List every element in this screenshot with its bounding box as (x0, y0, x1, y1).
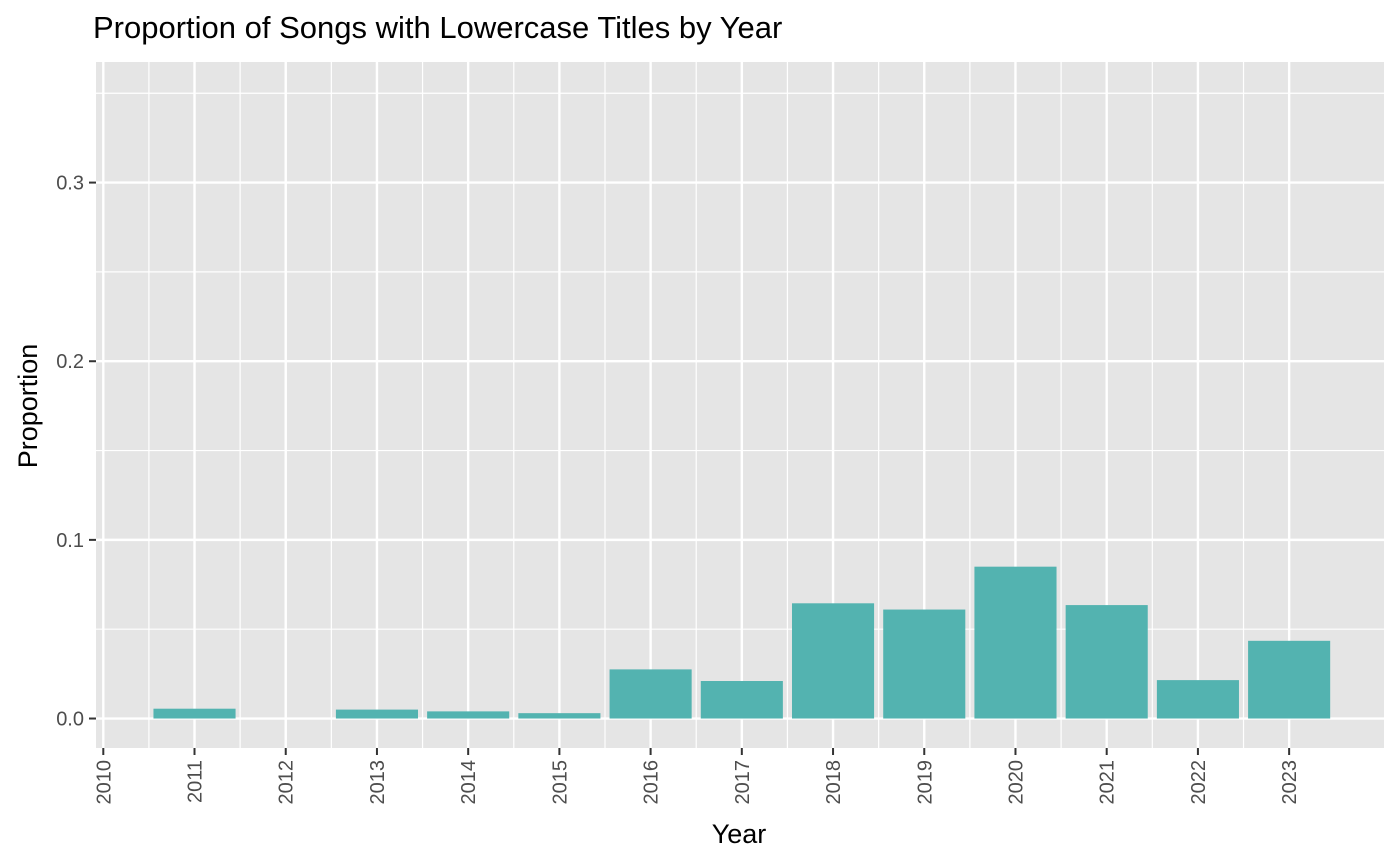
x-tick-label: 2013 (367, 760, 389, 805)
bar-2011 (153, 708, 236, 719)
y-tick-label: 0.0 (56, 709, 84, 731)
bar-2016 (609, 669, 692, 719)
x-tick-label: 2016 (641, 760, 663, 805)
x-tick-label: 2021 (1097, 760, 1119, 805)
x-tick-label: 2017 (732, 760, 754, 805)
x-axis-title: Year (712, 819, 767, 849)
bar-2022 (1156, 680, 1239, 719)
bar-2018 (791, 603, 875, 719)
x-tick-label: 2020 (1005, 760, 1027, 805)
bar-2023 (1248, 640, 1331, 719)
x-tick-label: 2019 (914, 760, 936, 805)
x-tick-label: 2023 (1279, 760, 1301, 805)
x-tick-label: 2015 (549, 760, 571, 805)
bar-2014 (427, 711, 510, 719)
plot-panel (96, 62, 1384, 748)
y-tick-label: 0.3 (56, 173, 84, 195)
x-tick-label: 2022 (1188, 760, 1210, 805)
bar-2013 (335, 709, 418, 719)
bar-2015 (518, 713, 601, 719)
bars (153, 566, 1331, 719)
y-tick-label: 0.1 (56, 530, 84, 552)
chart-title: Proportion of Songs with Lowercase Title… (93, 10, 782, 45)
bar-2017 (700, 681, 783, 719)
x-tick-label: 2010 (93, 760, 115, 805)
bar-2021 (1065, 605, 1148, 719)
axes: 0.0 0.1 0.2 0.3 2010 2011 2012 2013 2014 2015 2016… (56, 173, 1301, 805)
bar-2020 (974, 566, 1057, 719)
x-tick-label: 2011 (185, 760, 207, 803)
x-tick-label: 2014 (458, 760, 480, 805)
bar-2019 (883, 609, 966, 719)
y-tick-label: 0.2 (56, 351, 84, 373)
x-tick-label: 2012 (276, 760, 298, 805)
x-tick-label: 2018 (823, 760, 845, 805)
y-axis-title: Proportion (13, 344, 43, 469)
